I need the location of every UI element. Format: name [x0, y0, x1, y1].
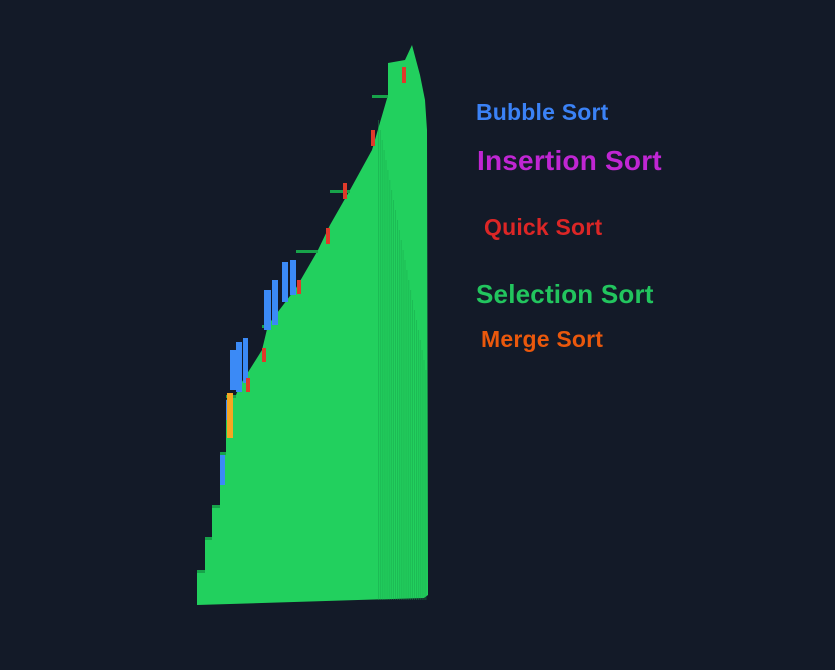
bar-step-edge	[372, 95, 388, 98]
bar-stripe	[400, 240, 402, 600]
quick-sort-marker	[402, 67, 406, 83]
quick-sort-marker	[262, 348, 266, 362]
bubble-sort-bar	[282, 262, 288, 302]
bar-stripe	[379, 130, 381, 600]
bubble-sort-bar	[230, 350, 236, 390]
bar-stripe	[383, 150, 385, 600]
merge-sort-bar	[227, 393, 233, 438]
bar-stripe	[419, 340, 421, 600]
bar-stripe	[393, 200, 394, 600]
bar-stripe	[404, 260, 406, 600]
bar-stripe	[417, 330, 419, 600]
bubble-sort-bar	[290, 260, 296, 295]
bar-stripe	[402, 250, 404, 600]
bar-step-edge	[197, 570, 205, 573]
bar-step-edge	[205, 537, 212, 540]
bar-stripe	[387, 170, 389, 600]
bar-stripe	[421, 350, 423, 600]
legend-merge-sort: Merge Sort	[481, 326, 604, 352]
bar-stripe	[406, 270, 408, 600]
quick-sort-marker	[297, 280, 301, 294]
bar-stack	[197, 45, 428, 605]
bar-stripe	[391, 190, 393, 600]
bar-stripe	[398, 230, 400, 600]
bar-step-edge	[296, 250, 318, 253]
quick-sort-marker	[246, 378, 250, 392]
bar-stripe	[423, 360, 425, 600]
bar-stripe	[410, 290, 412, 600]
legend-quick-sort: Quick Sort	[484, 214, 603, 240]
bubble-sort-bar	[272, 280, 278, 325]
bar-step-edge	[212, 505, 220, 508]
bar-stripe	[389, 180, 391, 600]
bar-stripe	[381, 140, 383, 600]
sorted-bars-mass	[197, 45, 428, 605]
bar-stripe	[385, 160, 387, 600]
bubble-sort-bar	[236, 342, 242, 392]
bubble-sort-bar	[220, 455, 225, 485]
bubble-sort-bar	[264, 290, 271, 330]
legend-bubble-sort: Bubble Sort	[476, 99, 609, 125]
bar-stripe	[416, 320, 417, 600]
bar-step-edge	[220, 452, 226, 455]
bar-stripe	[412, 300, 413, 600]
bar-step-edge	[330, 190, 350, 193]
bar-stripe	[414, 310, 415, 600]
bar-stripe	[425, 370, 427, 600]
bubble-sort-bar	[243, 338, 248, 383]
bar-stripe	[378, 120, 379, 600]
bar-stripe	[397, 220, 398, 600]
quick-sort-marker	[326, 228, 330, 244]
bar-stripe	[395, 210, 396, 600]
legend-insertion-sort: Insertion Sort	[477, 145, 662, 176]
quick-sort-marker	[343, 183, 347, 199]
quick-sort-marker	[371, 130, 375, 146]
legend-selection-sort: Selection Sort	[476, 279, 654, 309]
bar-stripe	[408, 280, 410, 600]
